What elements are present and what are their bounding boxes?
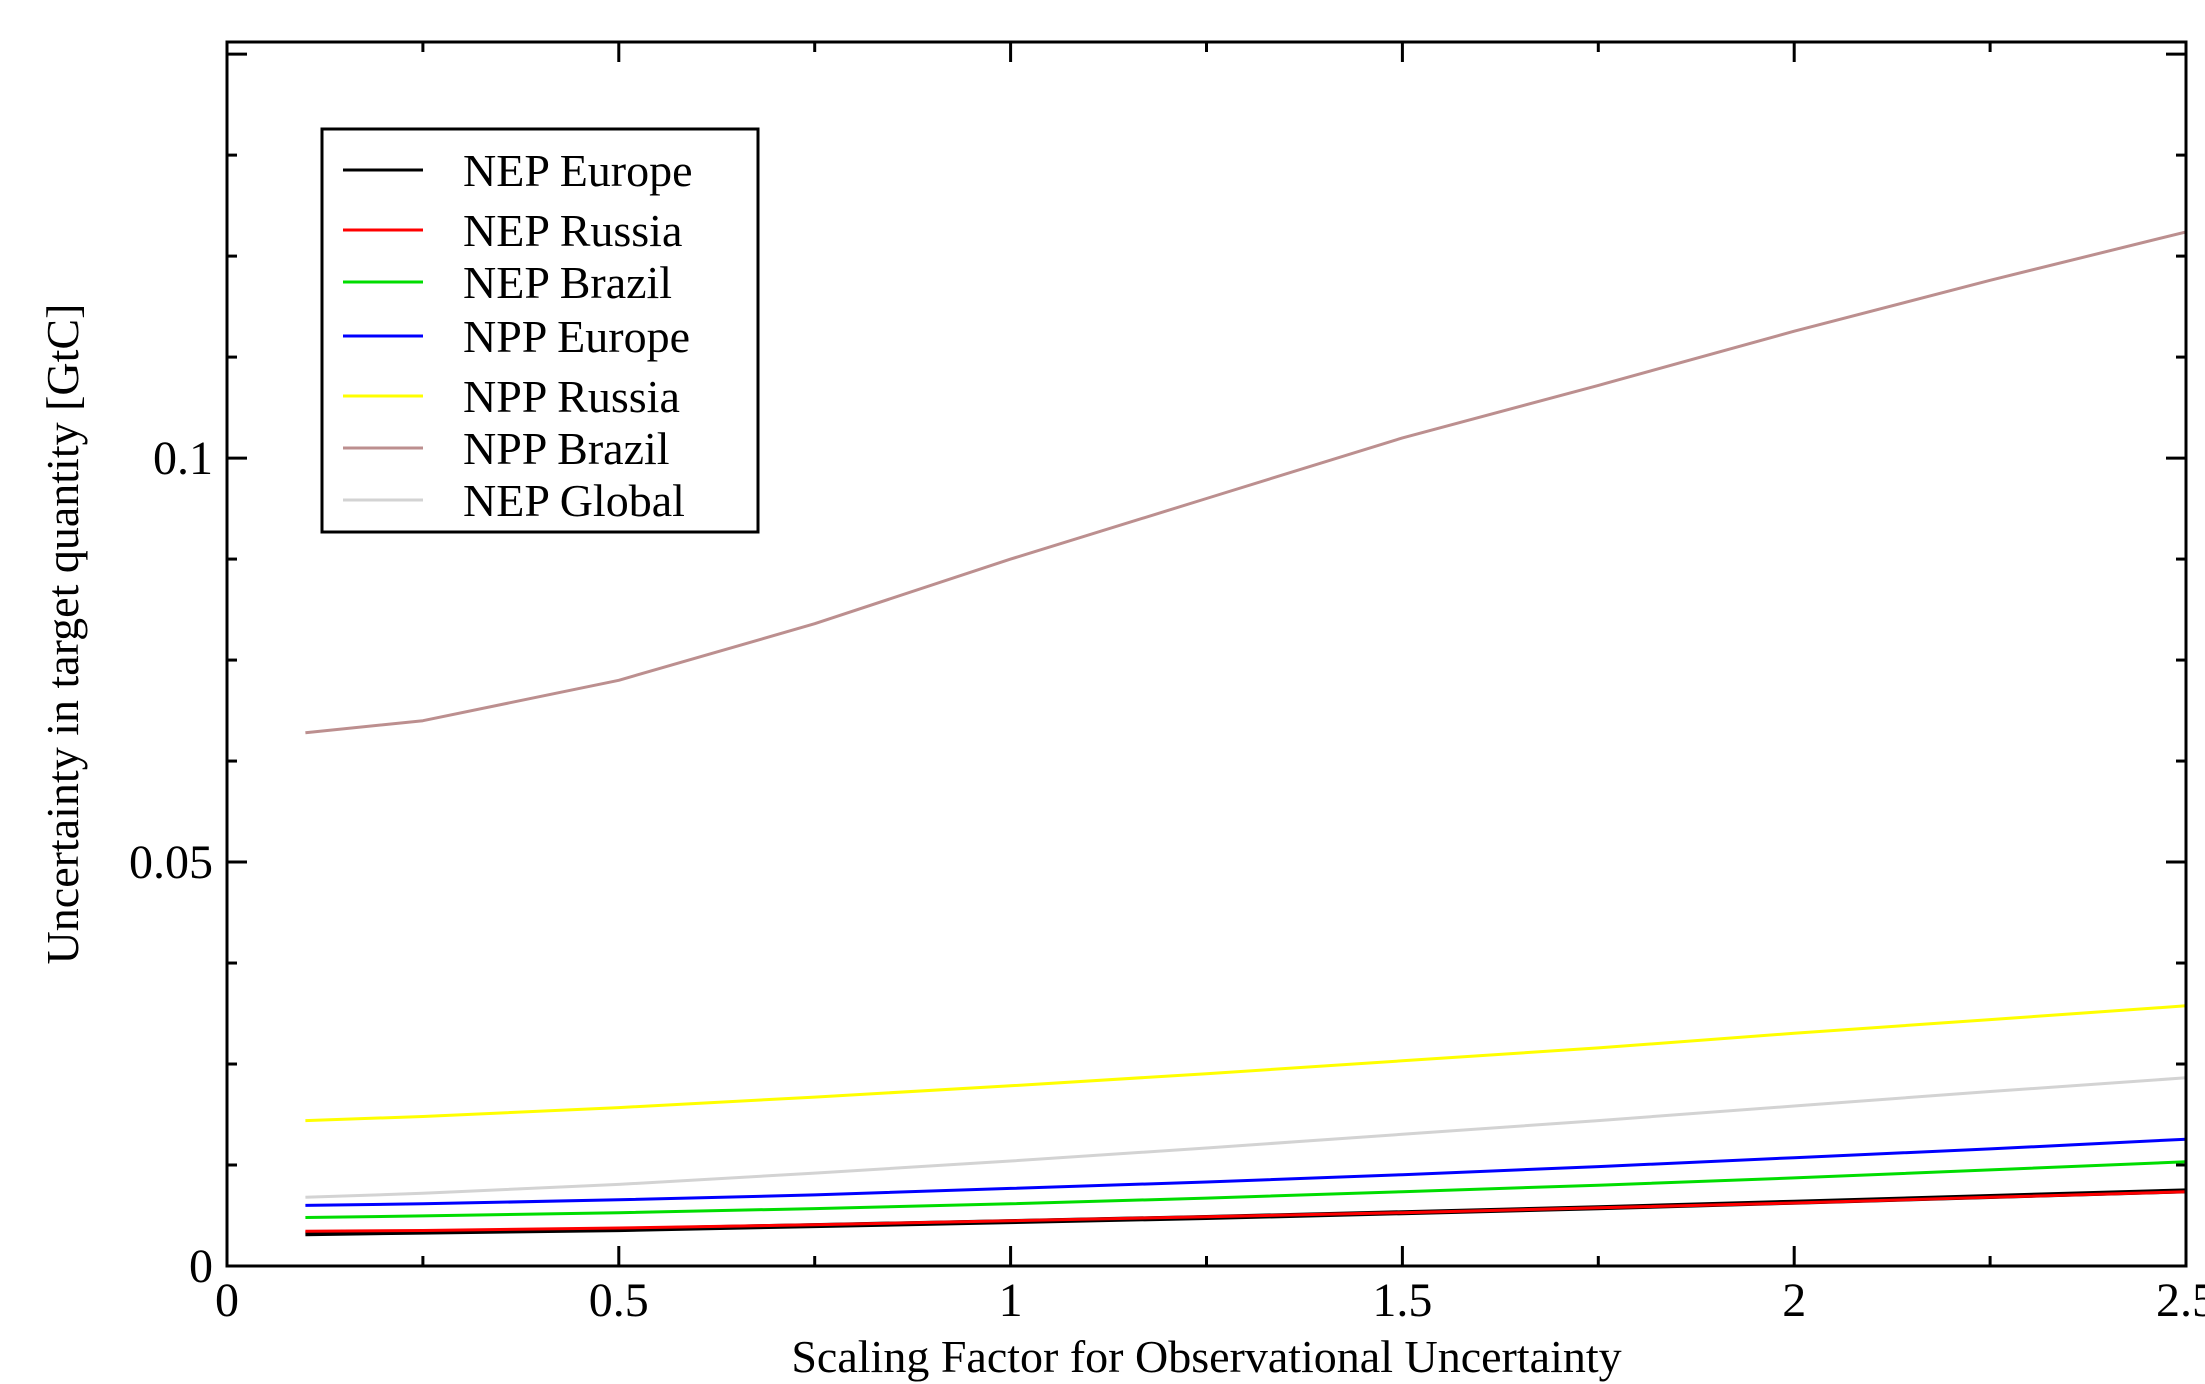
series-line-npp-russia [305,1004,2186,1123]
legend-label: NPP Russia [463,371,680,422]
x-tick-label: 1.5 [1372,1274,1432,1327]
series-line-nep-global [305,1076,2186,1199]
y-tick-label: 0.05 [129,836,213,889]
x-tick-label: 0.5 [589,1274,649,1327]
series-line-npp-europe [305,1137,2186,1207]
x-tick-label: 1 [999,1274,1023,1327]
series-group [305,230,2186,1237]
series-line-npp-brazil [305,230,2186,735]
axis-ticks [225,42,2188,1268]
series-line-nep-brazil [305,1160,2186,1219]
x-tick-label: 0 [215,1274,239,1327]
legend-box [320,127,760,534]
legend-label: NPP Europe [463,311,690,362]
legend-label: NEP Brazil [463,257,672,308]
x-tick-label: 2 [1782,1274,1806,1327]
y-tick-label: 0.1 [153,432,213,485]
legend-label: NEP Russia [463,205,682,256]
x-tick-label: 2.5 [2156,1274,2205,1327]
legend-label: NEP Europe [463,145,693,196]
y-axis-label: Uncertainty in target quantity [GtC] [37,304,88,965]
legend-label: NEP Global [463,475,685,526]
legend-label: NPP Brazil [463,423,670,474]
y-tick-label: 0 [189,1240,213,1293]
series-line-nep-russia [305,1190,2186,1233]
x-axis-label: Scaling Factor for Observational Uncerta… [791,1331,1621,1382]
